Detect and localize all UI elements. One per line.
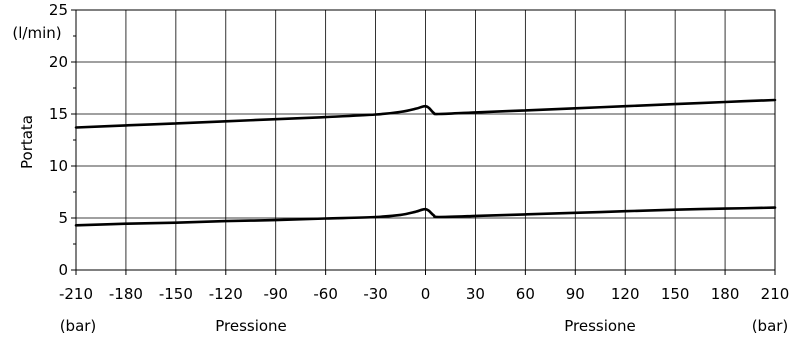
x-axis-unit-right: (bar) — [752, 317, 789, 335]
y-tick-label: 20 — [49, 53, 68, 71]
x-tick-label: 30 — [466, 285, 485, 303]
x-axis-unit-left: (bar) — [60, 317, 97, 335]
x-tick-label: 90 — [566, 285, 585, 303]
y-tick-label: 5 — [58, 209, 68, 227]
grid — [75, 9, 776, 271]
y-tick-label: 10 — [49, 157, 68, 175]
series-line-2 — [74, 206, 777, 227]
x-tick-label: -150 — [159, 285, 193, 303]
x-tick-label: 60 — [516, 285, 535, 303]
x-tick-label: -210 — [59, 285, 93, 303]
x-tick-label: -60 — [313, 285, 338, 303]
x-tick-label: -30 — [363, 285, 388, 303]
y-tick-label: 15 — [49, 105, 68, 123]
y-tick-label: 25 — [49, 1, 68, 19]
x-tick-label: 150 — [661, 285, 690, 303]
y-axis-unit: (l/min) — [12, 24, 61, 42]
x-tick-label: -120 — [209, 285, 243, 303]
x-axis-title-left: Pressione — [215, 317, 287, 335]
x-tick-label: -90 — [263, 285, 288, 303]
x-tick-label: 120 — [611, 285, 640, 303]
y-tick-label: 0 — [58, 261, 68, 279]
y-axis-title: Portata — [18, 115, 36, 169]
x-tick-label: 210 — [761, 285, 790, 303]
axis-ticks: -210 -180 -150 -120 -90 -60 -30 0 30 60 90 120 150 18… — [49, 1, 789, 303]
x-axis-title-right: Pressione — [564, 317, 636, 335]
x-tick-label: -180 — [109, 285, 143, 303]
x-tick-label: 0 — [421, 285, 431, 303]
series-line-1 — [74, 98, 777, 129]
x-tick-label: 180 — [711, 285, 740, 303]
series-group — [74, 98, 777, 227]
